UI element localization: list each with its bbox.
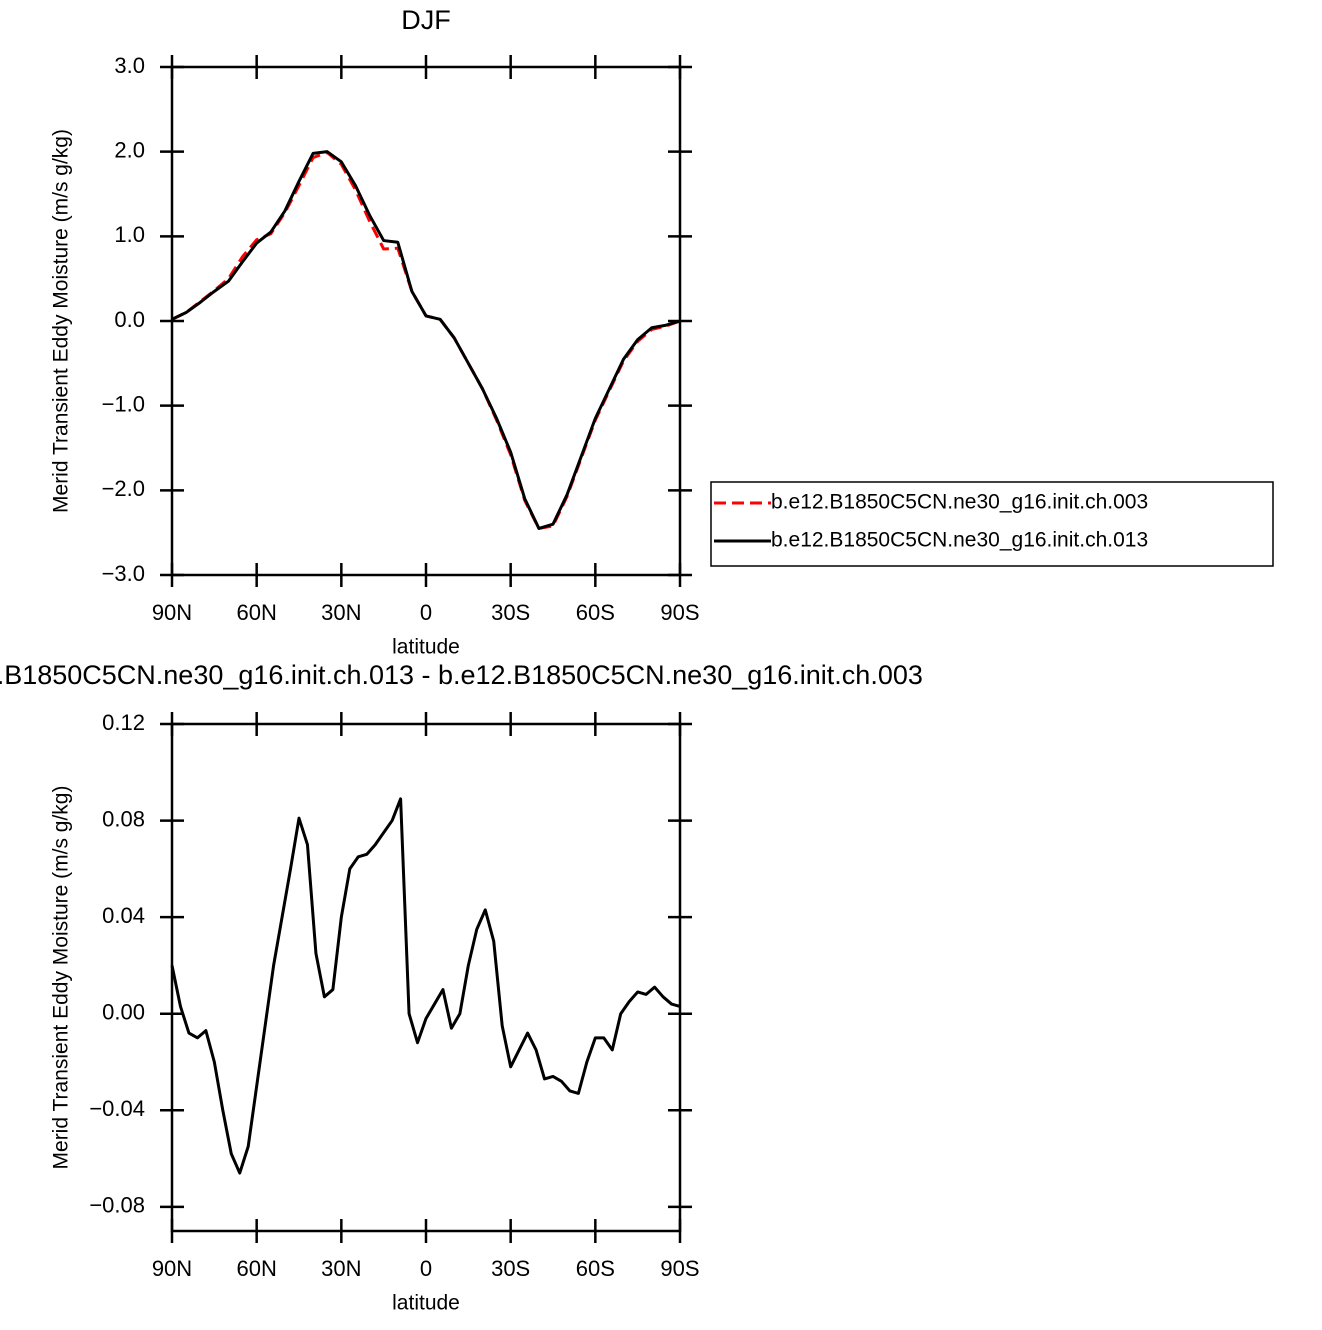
y-tick-label: −0.08 <box>89 1193 145 1218</box>
y-tick-label: −0.04 <box>89 1096 145 1121</box>
y-tick-label: 0.00 <box>102 1000 145 1025</box>
x-tick-label: 90S <box>660 1256 699 1281</box>
x-tick-label: 0 <box>420 1256 432 1281</box>
x-tick-label: 60S <box>576 600 615 625</box>
x-axis-title: latitude <box>392 1292 460 1315</box>
y-tick-label: −2.0 <box>102 476 145 501</box>
y-tick-label: 0.12 <box>102 710 145 735</box>
y-tick-label: 1.0 <box>114 222 145 247</box>
x-tick-label: 30S <box>491 1256 530 1281</box>
x-tick-label: 60N <box>236 1256 276 1281</box>
x-tick-label: 60N <box>236 600 276 625</box>
y-axis-title: Merid Transient Eddy Moisture (m/s g/kg) <box>50 129 73 513</box>
chart-title: b.e12.B1850C5CN.ne30_g16.init.ch.013 - b… <box>0 660 923 690</box>
y-tick-label: 2.0 <box>114 137 145 162</box>
plot-frame <box>170 65 682 577</box>
legend-label: b.e12.B1850C5CN.ne30_g16.init.ch.003 <box>771 491 1148 514</box>
data-line <box>171 150 681 530</box>
y-tick-label: 0.0 <box>114 307 145 332</box>
x-tick-label: 0 <box>420 600 432 625</box>
x-tick-label: 90N <box>152 1256 192 1281</box>
x-tick-label: 90N <box>152 600 192 625</box>
data-line <box>171 151 681 530</box>
y-tick-label: 0.04 <box>102 903 145 928</box>
x-tick-label: 30N <box>321 1256 361 1281</box>
x-tick-label: 30S <box>491 600 530 625</box>
legend-box <box>710 481 1274 567</box>
chart-title: DJF <box>401 5 451 35</box>
plot-frame <box>170 722 682 1233</box>
x-axis-title: latitude <box>392 636 460 659</box>
x-tick-label: 60S <box>576 1256 615 1281</box>
data-line <box>170 797 681 1175</box>
y-axis-title: Merid Transient Eddy Moisture (m/s g/kg) <box>50 786 73 1170</box>
y-tick-label: 0.08 <box>102 806 145 831</box>
y-tick-label: 3.0 <box>114 53 145 78</box>
legend-label: b.e12.B1850C5CN.ne30_g16.init.ch.013 <box>771 529 1148 552</box>
x-tick-label: 30N <box>321 600 361 625</box>
x-tick-label: 90S <box>660 600 699 625</box>
y-tick-label: −3.0 <box>102 561 145 586</box>
y-tick-label: −1.0 <box>102 391 145 416</box>
